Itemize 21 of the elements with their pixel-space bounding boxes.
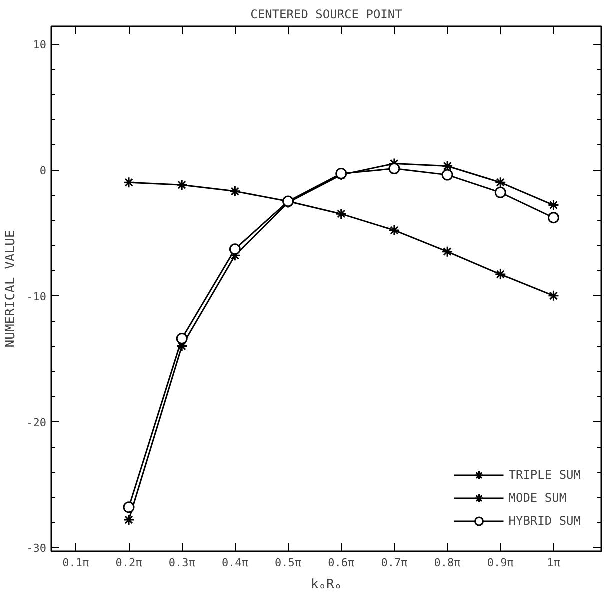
- x-tick-label: 0.1π: [62, 556, 90, 570]
- x-tick-label: 0.6π: [328, 556, 355, 570]
- legend-label: MODE SUM: [508, 491, 567, 505]
- x-tick-label: 1π: [547, 556, 561, 570]
- y-tick-label: -20: [26, 416, 47, 430]
- legend-label: TRIPLE SUM: [508, 468, 581, 482]
- y-tick-label: -30: [26, 542, 47, 556]
- y-axis-title: NUMERICAL VALUE: [4, 230, 19, 348]
- x-tick-label: 0.9π: [487, 556, 514, 570]
- y-tick-label: 10: [33, 38, 47, 52]
- x-tick-label: 0.7π: [381, 556, 408, 570]
- x-tick-label: 0.8π: [434, 556, 462, 570]
- x-tick-label: 0.2π: [116, 556, 143, 570]
- x-tick-label: 0.3π: [168, 556, 196, 570]
- x-tick-label: 0.4π: [222, 556, 249, 570]
- x-tick-label: 0.5π: [275, 556, 302, 570]
- legend-label: HYBRID SUM: [508, 514, 581, 528]
- y-tick-label: 0: [40, 164, 46, 178]
- x-axis-title: kₒRₒ: [310, 578, 342, 592]
- y-tick-label: -10: [26, 290, 47, 304]
- chart-title: CENTERED SOURCE POINT: [250, 8, 402, 22]
